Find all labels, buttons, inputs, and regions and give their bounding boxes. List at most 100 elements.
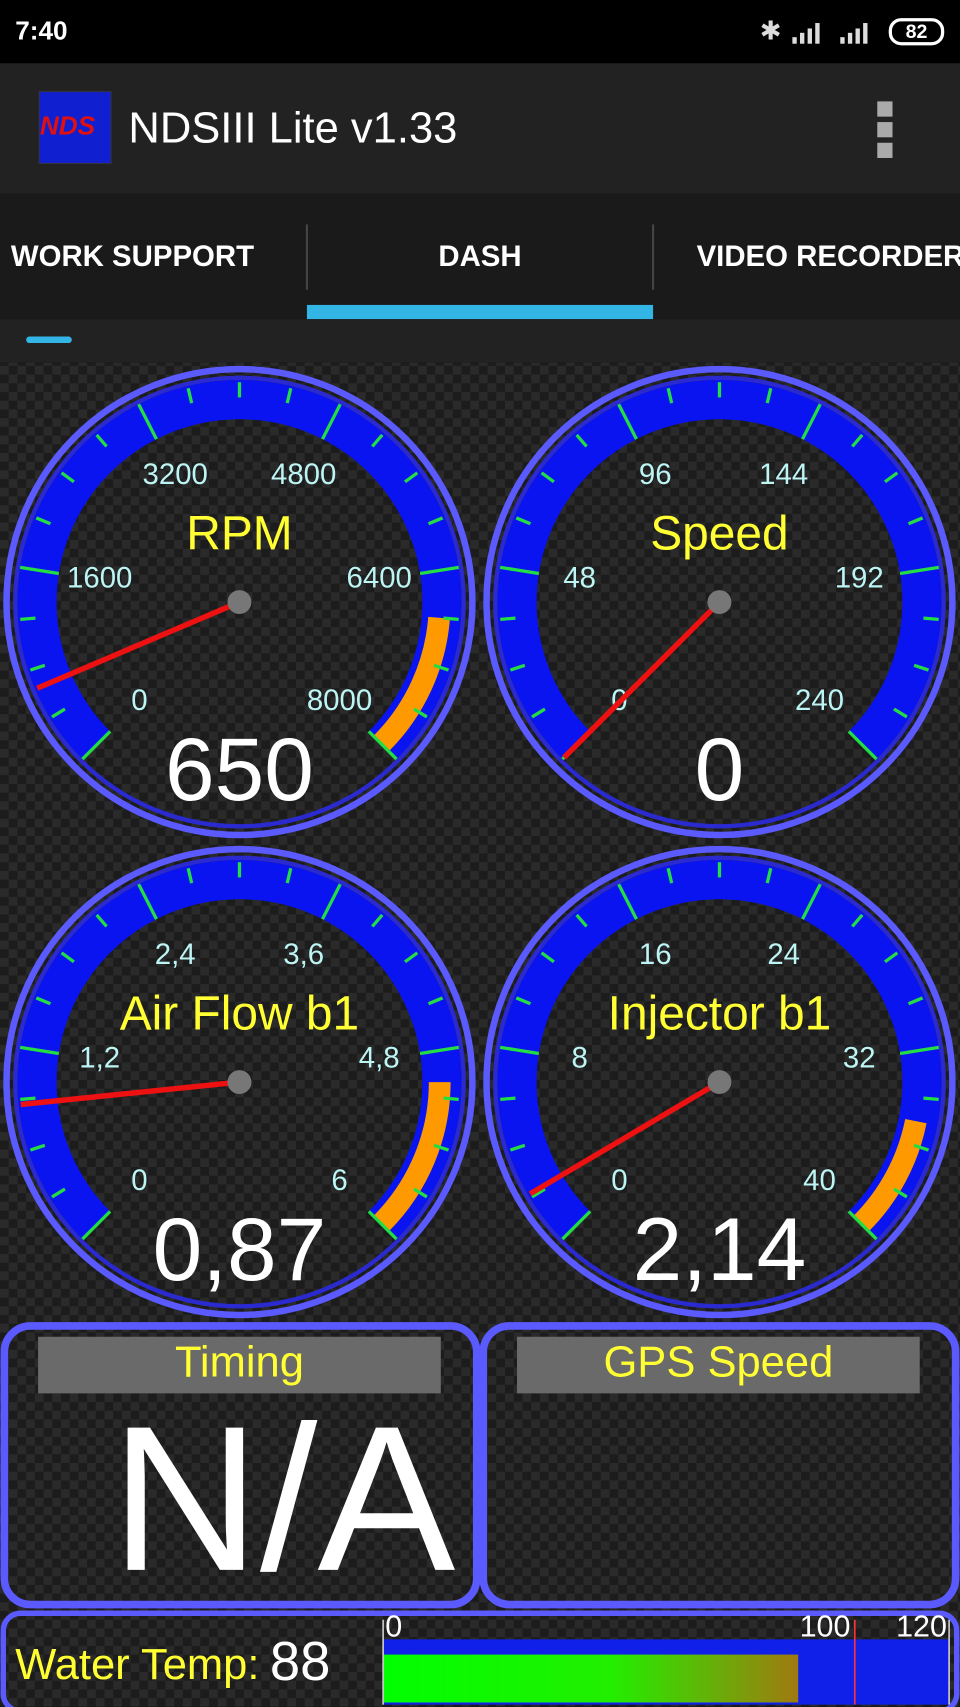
gauge-needle: [562, 600, 722, 760]
minor-tick: [509, 663, 526, 672]
tick-label: 3200: [143, 458, 208, 491]
tick-label: 144: [759, 458, 808, 491]
app-icon: [38, 91, 112, 164]
minor-tick: [60, 471, 75, 484]
minor-tick: [765, 867, 773, 884]
minor-tick: [95, 913, 108, 928]
minor-tick: [531, 707, 546, 719]
gauge-value: 650: [165, 719, 314, 819]
major-tick: [19, 1045, 60, 1056]
tab-bar: [0, 193, 960, 320]
panel-frame: [479, 1322, 960, 1609]
tick-label: 0: [131, 684, 147, 717]
minor-tick: [413, 1187, 428, 1199]
gauge-redline: [373, 1081, 451, 1232]
major-tick: [899, 565, 940, 576]
minor-tick: [443, 1096, 459, 1101]
major-tick: [617, 883, 638, 920]
major-tick: [499, 1045, 540, 1056]
gauge-outer-ring: [483, 845, 956, 1319]
panel-title: GPS Speed: [603, 1339, 833, 1387]
major-tick: [419, 1045, 460, 1056]
major-tick: [137, 883, 158, 920]
minor-tick: [907, 996, 924, 1006]
water-bar: [383, 1654, 799, 1703]
tick-label: 16: [639, 938, 672, 971]
water-label: Water Temp:: [15, 1641, 259, 1689]
major-tick: [81, 1210, 112, 1241]
minor-tick: [500, 616, 516, 621]
tick-label: 0: [611, 1164, 627, 1197]
tick-label: 8: [572, 1042, 588, 1075]
minor-tick: [575, 433, 588, 448]
minor-tick: [851, 913, 864, 928]
minor-tick: [20, 1096, 36, 1101]
tick-label: 1600: [67, 562, 132, 595]
major-tick: [367, 1210, 398, 1241]
gauge-hub: [227, 590, 252, 615]
water-tick-label: 120: [896, 1610, 947, 1644]
gauge-redline: [853, 1118, 927, 1232]
signal-icons: ✱: [760, 16, 868, 46]
minor-tick: [907, 516, 924, 526]
panel-frame: [0, 1322, 481, 1609]
svg-text:✱: ✱: [760, 16, 782, 46]
panel-header: [38, 1336, 441, 1394]
water-tick-label: 100: [800, 1610, 851, 1644]
minor-tick: [443, 616, 459, 621]
minor-tick: [884, 471, 899, 484]
minor-tick: [515, 516, 532, 526]
minor-tick: [427, 516, 444, 526]
tick-label: 2,4: [155, 938, 196, 971]
tick-label: 240: [795, 684, 844, 717]
gauge-title: Speed: [650, 507, 788, 560]
tick-label: 24: [767, 938, 800, 971]
minor-tick: [851, 433, 864, 448]
gauge-title: Air Flow b1: [120, 987, 359, 1040]
minor-tick: [500, 1096, 516, 1101]
minor-tick: [186, 867, 194, 884]
tab-label[interactable]: VIDEO RECORDER: [697, 240, 960, 273]
tick-label: 3,6: [283, 938, 324, 971]
minor-tick: [35, 996, 52, 1006]
minor-tick: [884, 951, 899, 964]
overflow-menu[interactable]: [877, 101, 893, 158]
minor-tick: [29, 1143, 46, 1152]
minor-tick: [913, 663, 930, 672]
tab-label[interactable]: DASH: [438, 240, 521, 273]
gauge-needle: [36, 599, 241, 691]
gauge-title: Injector b1: [608, 987, 832, 1040]
gauge-hub: [707, 1070, 732, 1095]
major-tick: [19, 565, 60, 576]
water-frame: [0, 1610, 960, 1707]
minor-tick: [433, 1143, 450, 1152]
tab-label[interactable]: WORK SUPPORT: [11, 240, 254, 273]
minor-tick: [95, 433, 108, 448]
water-tick-label: 0: [385, 1610, 402, 1644]
tick-label: 192: [835, 562, 884, 595]
minor-tick: [186, 387, 194, 404]
minor-tick: [893, 1187, 908, 1199]
tick-label: 4,8: [359, 1042, 400, 1075]
major-tick: [137, 403, 158, 440]
app-icon-text: NDS: [40, 110, 96, 140]
major-tick: [561, 1210, 592, 1241]
minor-tick: [515, 996, 532, 1006]
gauge-inner-ring: [493, 855, 946, 1309]
gauge-band: [497, 860, 942, 1240]
tick-label: 1,2: [79, 1042, 120, 1075]
minor-tick: [893, 707, 908, 719]
gauge-outer-ring: [3, 365, 476, 839]
panel-value: N/A: [111, 1383, 456, 1614]
water-value: 88: [270, 1631, 331, 1692]
minor-tick: [20, 616, 36, 621]
minor-tick: [35, 516, 52, 526]
minor-tick: [404, 951, 419, 964]
panel-title: Timing: [175, 1339, 304, 1387]
tab-indicator: [306, 304, 654, 320]
tick-label: 6: [331, 1164, 347, 1197]
major-tick: [617, 403, 638, 440]
status-bar: [0, 0, 960, 64]
